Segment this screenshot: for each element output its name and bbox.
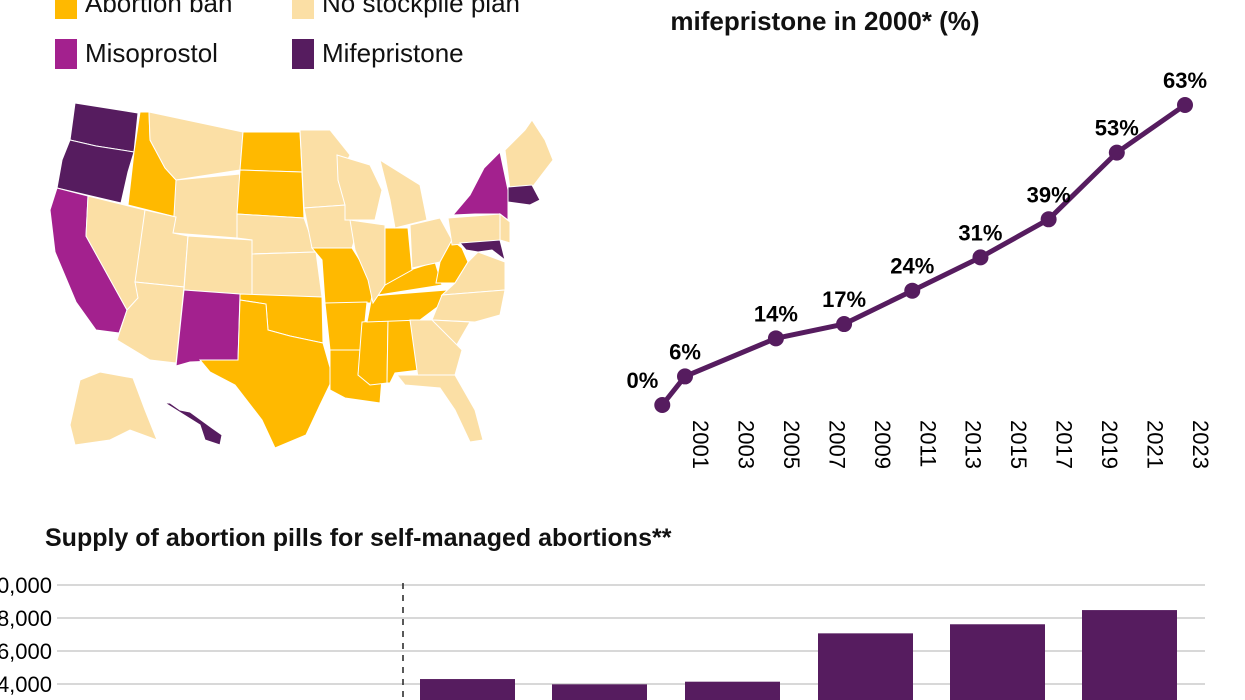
legend-label: No stockpile plan	[322, 0, 520, 18]
legend-no-stockpile: No stockpile plan	[292, 0, 520, 19]
data-label: 0%	[626, 368, 658, 393]
bar	[950, 624, 1045, 700]
state-mi	[379, 158, 428, 229]
y-tick-label: 4,000	[0, 672, 52, 697]
x-tick-label: 2005	[779, 420, 804, 469]
state-ak	[69, 371, 158, 446]
data-point	[1040, 211, 1057, 228]
state-ga	[409, 319, 463, 379]
state-nj	[499, 212, 511, 244]
bar	[420, 679, 515, 700]
state-fl	[395, 374, 484, 443]
swatch	[292, 38, 314, 69]
data-point	[972, 249, 989, 266]
data-point	[1108, 144, 1125, 161]
data-point	[677, 368, 693, 385]
swatch	[55, 0, 77, 19]
x-tick-label: 2011	[915, 420, 940, 467]
legend-label: Mifepristone	[322, 38, 464, 68]
data-label: 6%	[669, 339, 701, 364]
bar-chart-title: Supply of abortion pills for self-manage…	[45, 524, 672, 552]
swatch	[292, 0, 314, 19]
data-label: 24%	[890, 254, 934, 279]
legend-label: Misoprostol	[85, 38, 218, 68]
data-label: 39%	[1027, 182, 1071, 207]
swatch	[55, 38, 77, 69]
state-hi	[163, 402, 223, 446]
x-tick-label: 2013	[961, 420, 986, 469]
legend-abortion-ban: Abortion ban	[55, 0, 232, 19]
state-wi	[336, 154, 383, 221]
y-tick-label: 8,000	[0, 606, 52, 631]
y-tick-label: 10,000	[0, 573, 52, 598]
state-tx	[198, 299, 334, 449]
x-tick-label: 2015	[1006, 420, 1031, 469]
data-label: 31%	[958, 220, 1002, 245]
state-nc	[431, 289, 506, 323]
state-tn	[366, 289, 448, 323]
state-or	[56, 139, 135, 204]
bar	[818, 633, 913, 700]
data-point	[836, 316, 853, 333]
state-ma	[507, 184, 541, 206]
x-tick-label: 2001	[688, 420, 713, 469]
x-tick-label: 2023	[1188, 420, 1213, 469]
x-tick-label: 2003	[733, 420, 758, 469]
bar	[685, 681, 780, 700]
state-md	[458, 239, 506, 262]
bar	[552, 684, 647, 700]
bar	[1082, 610, 1177, 700]
x-tick-label: 2009	[870, 420, 895, 469]
data-point	[767, 330, 784, 347]
data-label: 63%	[1163, 68, 1207, 93]
data-label: 17%	[822, 287, 866, 312]
data-point	[1177, 97, 1193, 113]
x-tick-label: 2021	[1143, 420, 1168, 469]
legend-label: Abortion ban	[85, 0, 233, 18]
data-point	[904, 282, 921, 299]
data-point	[654, 397, 671, 413]
line-chart-title: mifepristone in 2000* (%)	[670, 6, 980, 36]
x-tick-label: 2019	[1097, 420, 1122, 469]
us-map	[49, 102, 554, 449]
state-il	[349, 219, 386, 305]
data-label: 14%	[754, 301, 798, 326]
legend-mifepristone: Mifepristone	[292, 38, 464, 69]
y-tick-label: 6,000	[0, 639, 52, 664]
x-tick-label: 2007	[824, 420, 849, 469]
data-label: 53%	[1095, 116, 1139, 141]
x-tick-label: 2017	[1052, 420, 1077, 469]
legend-misoprostol: Misoprostol	[55, 38, 218, 69]
